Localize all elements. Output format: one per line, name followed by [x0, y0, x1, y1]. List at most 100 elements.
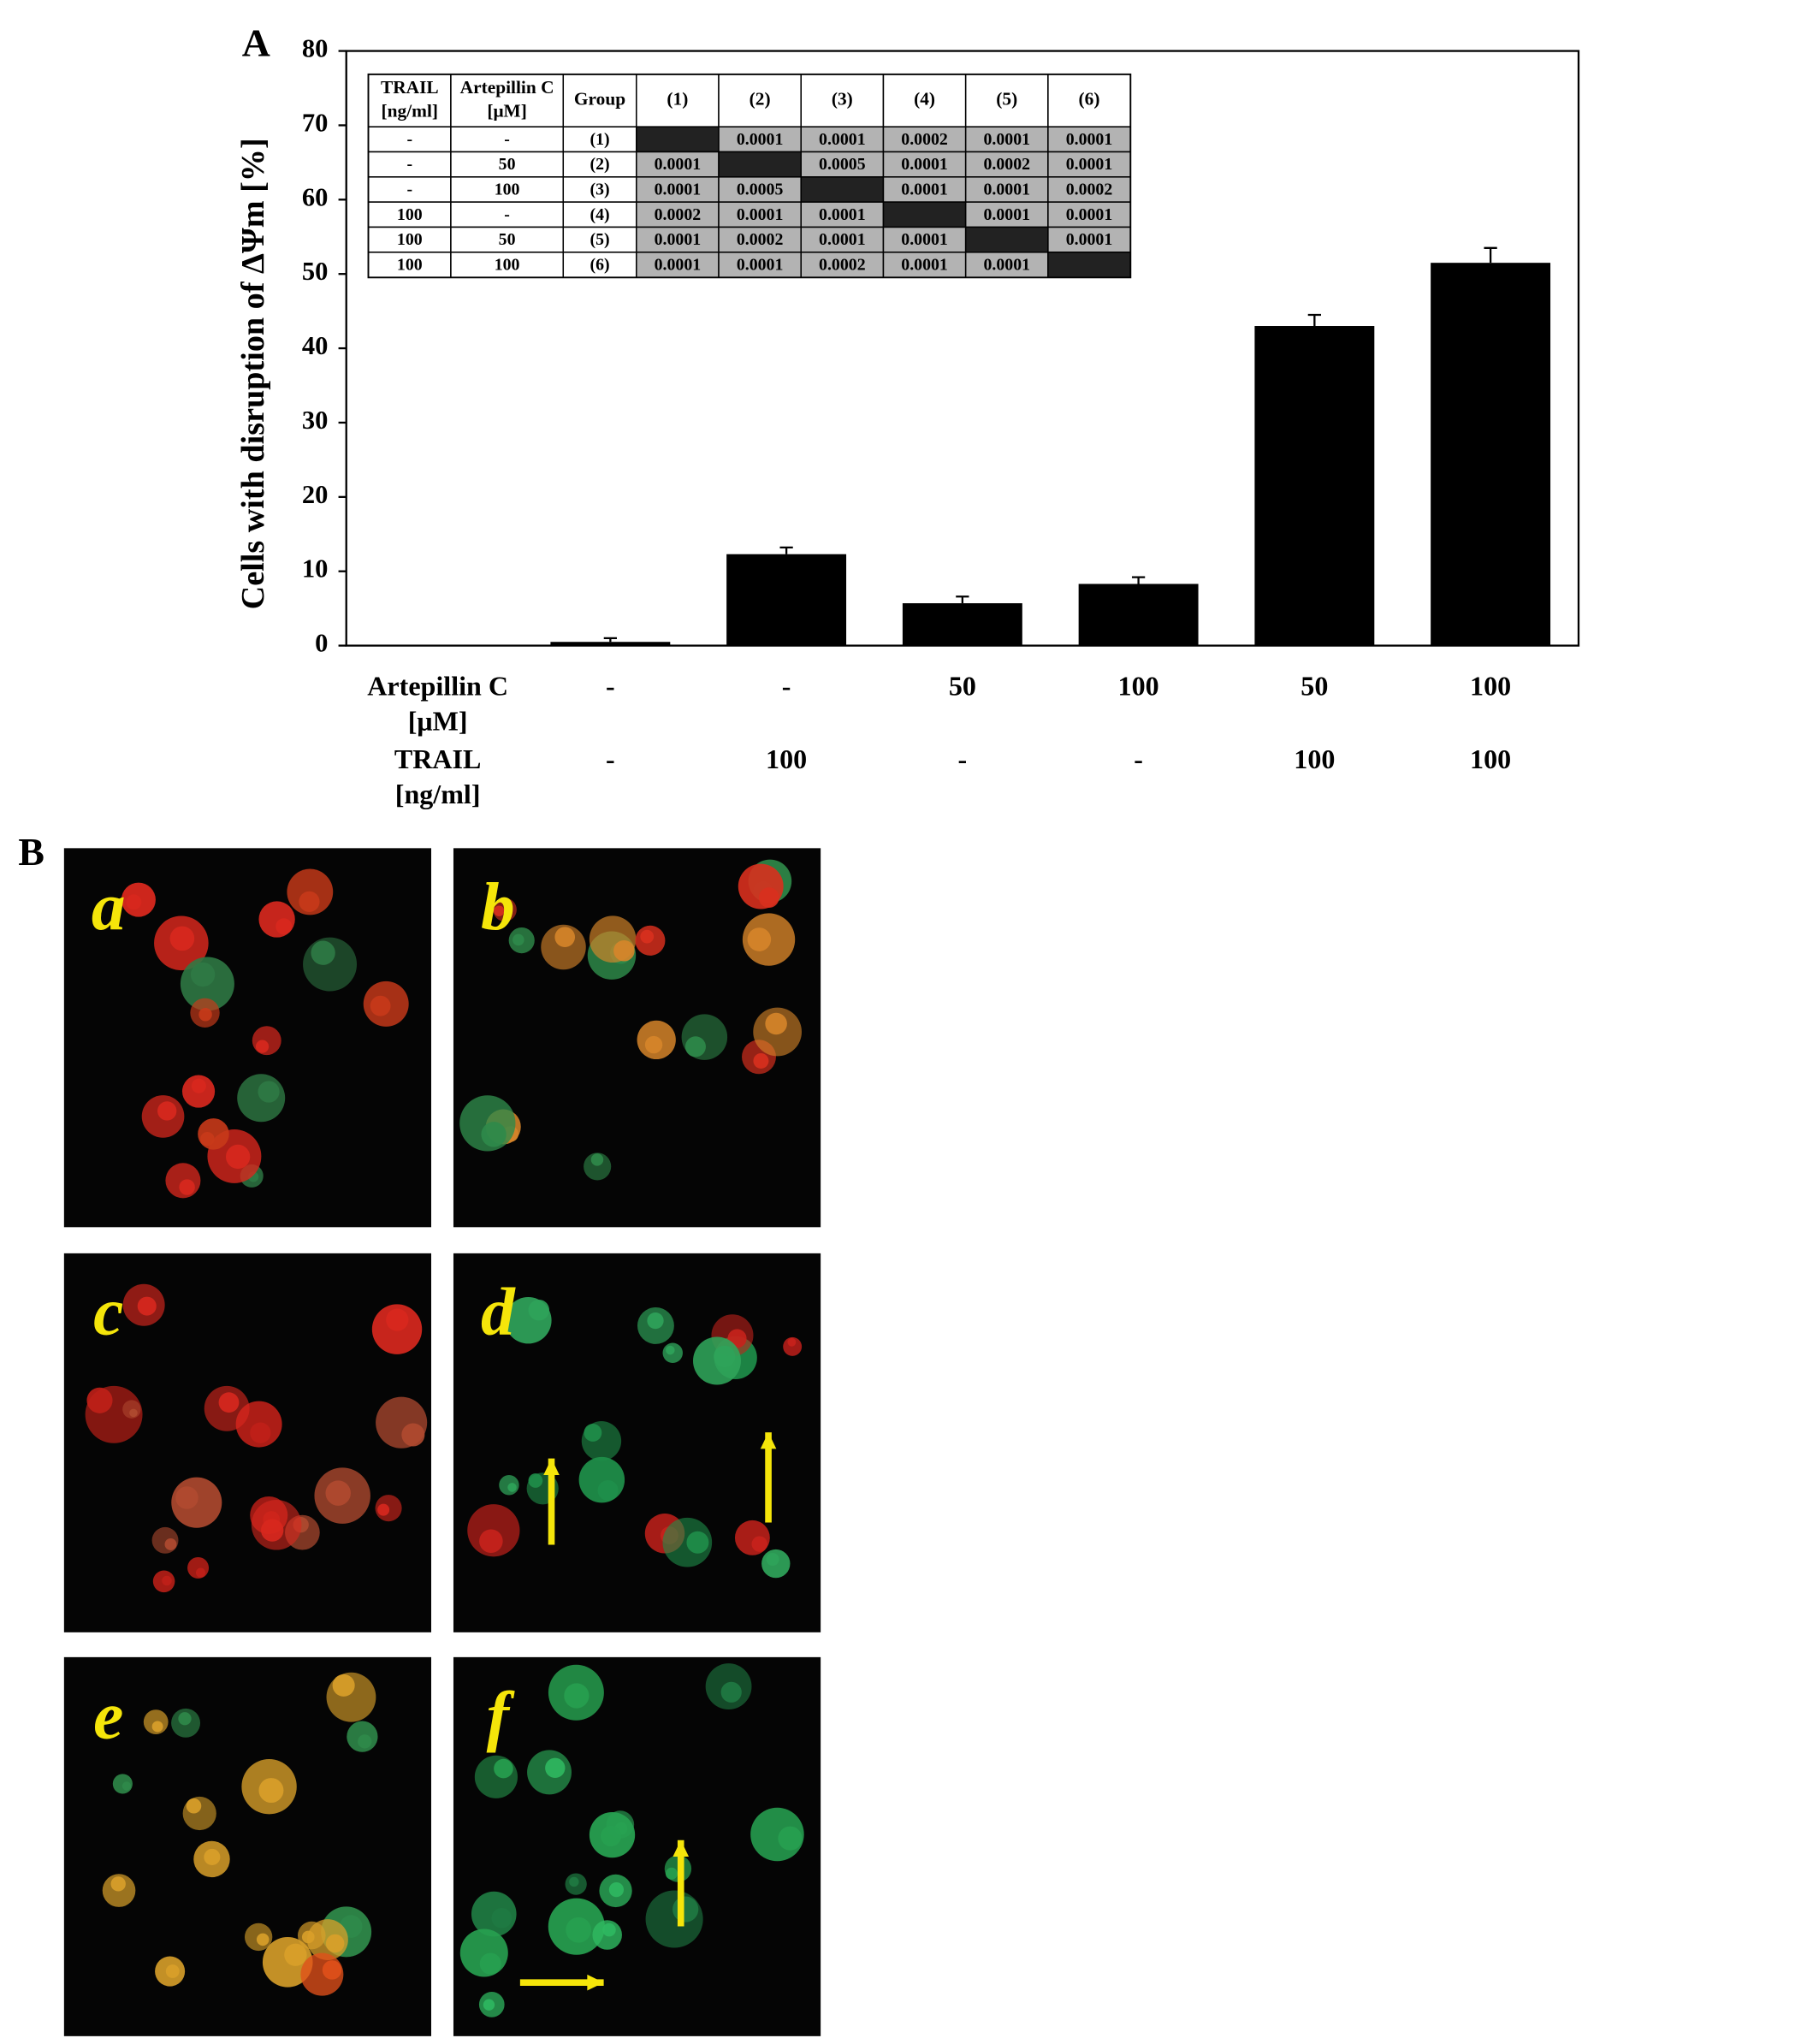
- cell-blob: [358, 1734, 372, 1749]
- cell-blob: [401, 1423, 425, 1447]
- cell-blob: [602, 1923, 616, 1937]
- cell-blob: [284, 1943, 307, 1966]
- table-text: (5): [590, 230, 609, 249]
- table-text: 0.0005: [737, 181, 784, 199]
- cell-blob: [162, 1575, 172, 1586]
- cell-blob: [175, 1486, 198, 1509]
- table-cell: [636, 126, 720, 153]
- table-text: 0.0002: [1066, 181, 1113, 199]
- cell-blob: [787, 1337, 797, 1347]
- table-text: 0.0001: [1066, 155, 1113, 174]
- image-label: c: [93, 1274, 123, 1349]
- y-tick-label: 70: [302, 108, 329, 137]
- table-text: 0.0001: [655, 155, 702, 174]
- cell-blob: [479, 1952, 501, 1975]
- table-cell: [367, 226, 452, 253]
- table-cell: [636, 252, 720, 278]
- table-cell: [882, 252, 967, 278]
- error-bar: [1484, 246, 1497, 264]
- y-tick-label: 80: [302, 34, 329, 63]
- x-row-value: -: [782, 670, 791, 701]
- table-text: 0.0002: [655, 205, 702, 224]
- table-text: (6): [590, 256, 609, 275]
- x-row-value: 100: [766, 744, 807, 774]
- table-text: 0.0001: [901, 256, 948, 275]
- cell-blob: [332, 1674, 355, 1697]
- table-header-cell: [718, 74, 802, 127]
- cell-blob: [250, 1422, 271, 1443]
- table-text: 100: [495, 181, 520, 199]
- x-row-value: 100: [1118, 670, 1159, 701]
- cell-blob: [686, 1531, 709, 1554]
- table-header-cell: [450, 74, 565, 127]
- table-text: 0.0001: [1066, 230, 1113, 249]
- cell-blob: [186, 1798, 202, 1814]
- cell-blob: [494, 1758, 513, 1779]
- cell-blob: [672, 1896, 699, 1923]
- cell-blob: [164, 1538, 177, 1550]
- cell-blob: [370, 995, 391, 1016]
- y-tick-label: 40: [302, 331, 329, 360]
- y-tick-label: 30: [302, 406, 329, 435]
- cell-blob: [129, 1408, 138, 1418]
- y-tick-label: 60: [302, 182, 329, 211]
- table-cell: [1047, 176, 1131, 203]
- cell-blob: [720, 1681, 742, 1703]
- table-text: 100: [397, 205, 423, 224]
- cell-blob: [513, 933, 524, 946]
- cell-blob: [528, 1473, 543, 1488]
- cell-blob: [491, 1907, 513, 1928]
- image-label: d: [481, 1274, 516, 1349]
- cell-blob: [584, 1152, 612, 1181]
- cell-blob: [494, 905, 505, 916]
- table-text: 0.0001: [819, 130, 866, 149]
- cell-blob: [758, 887, 779, 908]
- cell-blob: [121, 1781, 132, 1791]
- cell-blob: [640, 929, 655, 944]
- y-tick-label: 50: [302, 257, 329, 286]
- y-tick-label: 20: [302, 480, 329, 509]
- cell-blob: [666, 1345, 675, 1355]
- cell-blob: [564, 1683, 590, 1709]
- table-header-text: (5): [996, 89, 1017, 110]
- cell-blob: [178, 1712, 192, 1726]
- image-label: a: [92, 869, 126, 945]
- table-text: (4): [590, 205, 609, 224]
- error-bar: [956, 595, 969, 604]
- cell-blob: [507, 1483, 517, 1492]
- cell-blob: [766, 1553, 779, 1567]
- table-text: 0.0001: [655, 256, 702, 275]
- table-cell: [367, 151, 452, 178]
- y-tick-label: 0: [315, 629, 328, 658]
- table-text: -: [504, 130, 510, 149]
- table-text: 0.0001: [1066, 205, 1113, 224]
- cell-blob: [483, 1999, 495, 2011]
- table-header-cell: [636, 74, 720, 127]
- cell-blob: [165, 1964, 180, 1978]
- error-bar: [1307, 313, 1321, 327]
- table-text: 50: [499, 230, 516, 249]
- table-cell: [718, 151, 802, 178]
- image-label: e: [93, 1678, 123, 1753]
- cell-blob: [545, 1757, 566, 1779]
- cell-blob: [276, 918, 293, 935]
- table-cell: [964, 226, 1049, 253]
- cell-blob: [608, 1882, 625, 1898]
- cell-blob: [753, 1052, 769, 1069]
- cell-blob: [613, 939, 635, 962]
- table-cell: [1047, 126, 1131, 153]
- x-row-value: -: [958, 744, 968, 774]
- table-header-text: (2): [750, 89, 771, 110]
- cell-blob: [261, 1519, 284, 1542]
- cell-blob: [747, 927, 772, 951]
- bar: [1431, 263, 1551, 646]
- table-text: 0.0001: [737, 205, 784, 224]
- cell-blob: [191, 1078, 206, 1093]
- table-cell: [718, 201, 802, 228]
- cell-blob: [190, 962, 216, 987]
- table-text: 0.0001: [901, 230, 948, 249]
- table-header-cell: [367, 74, 452, 127]
- table-header-text: Group: [574, 89, 625, 110]
- cell-blob: [778, 1826, 803, 1851]
- table-cell: [882, 126, 967, 153]
